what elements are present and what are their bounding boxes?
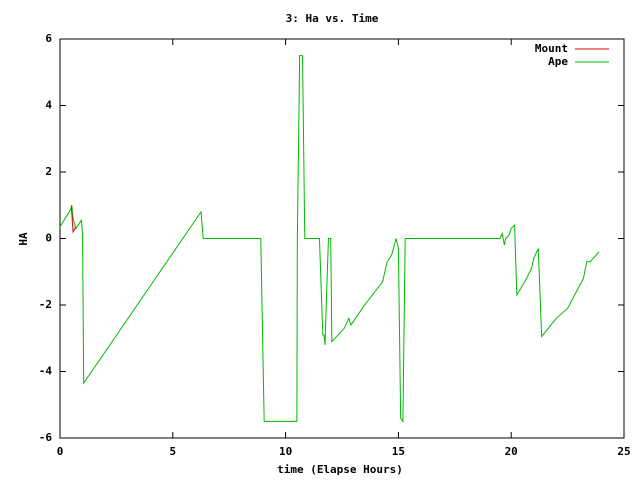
y-tick-label: 6 [45, 32, 52, 45]
y-tick-label: -6 [39, 431, 53, 444]
y-axis-label: HA [17, 232, 30, 246]
chart-title: 3: Ha vs. Time [286, 12, 379, 25]
data-line [70, 205, 77, 234]
x-tick-label: 15 [392, 445, 405, 458]
x-axis-label: time (Elapse Hours) [277, 463, 403, 476]
x-tick-label: 25 [617, 445, 630, 458]
y-tick-label: 0 [45, 232, 52, 245]
x-tick-label: 0 [57, 445, 64, 458]
y-tick-label: -4 [39, 365, 53, 378]
x-tick-label: 10 [279, 445, 292, 458]
y-tick-label: 4 [45, 99, 52, 112]
x-tick-label: 5 [169, 445, 176, 458]
data-line [59, 55, 600, 423]
legend-label: Ape [548, 55, 568, 68]
y-tick-label: 2 [45, 165, 52, 178]
plot-frame [59, 38, 625, 439]
y-tick-label: -2 [39, 298, 52, 311]
legend-label: Mount [535, 42, 568, 55]
x-tick-label: 20 [505, 445, 518, 458]
